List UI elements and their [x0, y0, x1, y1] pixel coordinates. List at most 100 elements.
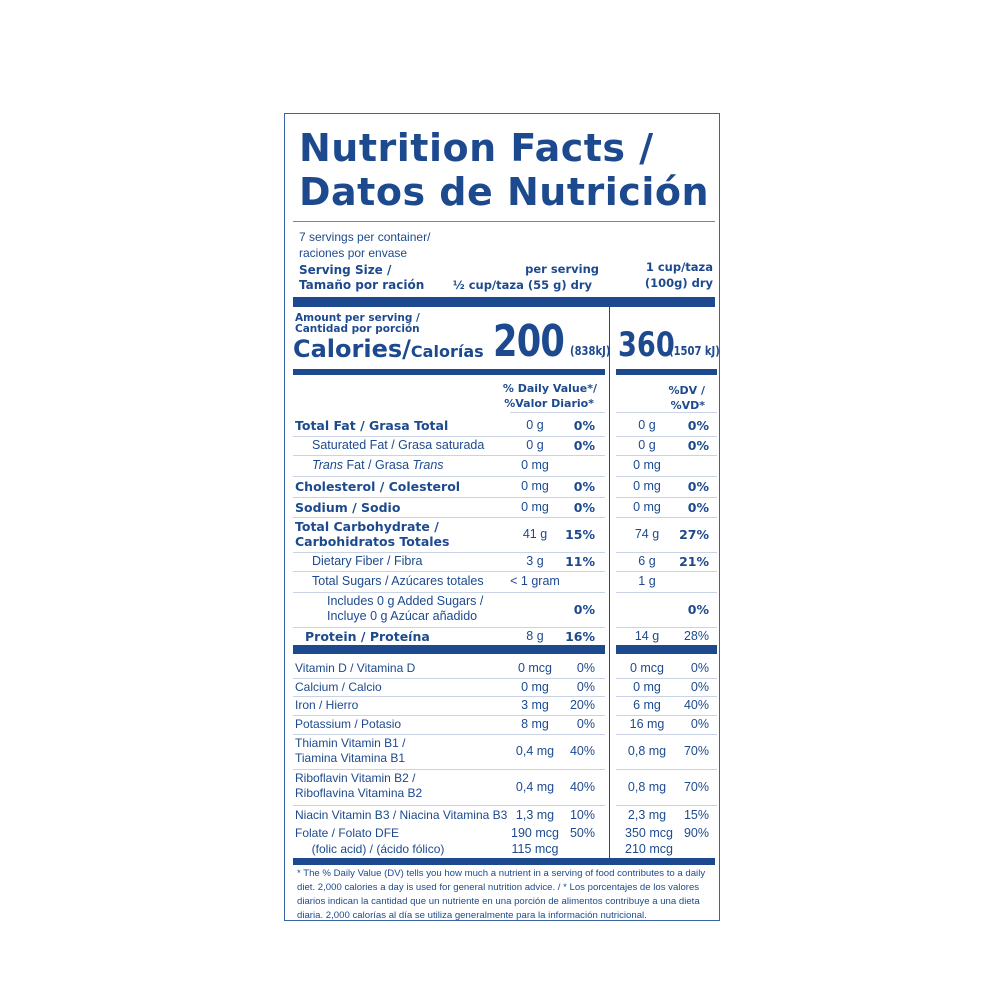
nutrient-row: Thiamin Vitamin B1 /Tiamina Vitamina B1 0… — [285, 734, 719, 770]
row-divider — [616, 805, 717, 806]
daily-value-percent: 0% — [576, 717, 595, 731]
amount-per-serving: 0 mcg — [517, 661, 553, 675]
nutrient-label-part: Trans — [412, 458, 444, 472]
divider — [510, 412, 605, 413]
daily-value-percent: 20% — [569, 698, 595, 712]
row-divider — [293, 627, 605, 628]
amount-per-serving: 1,3 mg — [515, 807, 555, 822]
row-divider — [616, 455, 717, 456]
daily-value-percent: 15% — [565, 527, 595, 542]
alt-serving-label: 1 cup/taza — [645, 260, 713, 274]
amount-per-cup: 14 g — [634, 628, 660, 643]
amount-per-serving: 115 mcg — [511, 841, 559, 856]
nutrient-label-part: (folic acid) / (ácido fólico) — [295, 841, 445, 856]
nutrient-label-part: Iron / Hierro — [295, 698, 359, 712]
nutrient-label-part: Carbohidratos Totales — [295, 534, 450, 549]
nutrient-row: Total Carbohydrate / Carbohidratos Totale… — [285, 517, 719, 553]
row-divider — [293, 769, 605, 770]
nutrient-row: Folate / Folato DFE 190 mcg 50% 350 mcg 90% — [285, 825, 719, 841]
row-divider — [616, 436, 717, 437]
nutrient-row: Riboflavin Vitamin B2 /Riboflavina Vitam… — [285, 769, 719, 806]
nutrient-label: Saturated Fat / Grasa saturada — [312, 438, 484, 453]
nutrient-label-part: Thiamin Vitamin B1 / — [295, 736, 406, 750]
nutrient-label-part: Folate / Folato DFE — [295, 825, 400, 840]
row-divider — [616, 627, 717, 628]
calories-row: Calories/Calorías — [293, 335, 484, 363]
daily-value-percent: 0% — [573, 499, 595, 515]
calories-value: 200 — [493, 316, 565, 367]
divider — [616, 369, 717, 375]
nutrient-label-part: Saturated Fat / Grasa saturada — [312, 438, 485, 452]
servings-en: 7 servings per container/ — [299, 230, 431, 244]
amount-per-cup: 0 mcg — [629, 661, 665, 675]
serving-size-es: Tamaño por ración — [299, 278, 425, 292]
nutrient-row: Total Fat / Grasa Total 0 g 0% 0 g 0% — [285, 414, 719, 437]
calories-kj: (838kJ) — [570, 343, 611, 358]
nutrient-label-part: Trans — [312, 458, 344, 472]
row-divider — [293, 734, 605, 735]
amount-per-cup: 16 mg — [629, 717, 665, 731]
dv-alt-header-en: %DV / — [668, 384, 705, 397]
amount-per-serving-es: Cantidad por porción — [295, 323, 420, 335]
nutrient-label-part: Includes 0 g Added Sugars / — [327, 594, 484, 608]
row-divider — [293, 805, 605, 806]
amount-per-serving: 0 mg — [521, 479, 549, 493]
amount-per-serving: 0 mg — [521, 679, 549, 694]
nutrient-label-part: Total Carbohydrate / — [295, 519, 439, 534]
row-divider — [616, 734, 717, 735]
amount-per-cup: 2,3 mg — [627, 807, 667, 822]
daily-value-percent: 0% — [576, 661, 595, 675]
nutrient-label-part: Vitamin D / Vitamina D — [295, 661, 416, 675]
daily-value-percent-cup: 70% — [683, 744, 709, 758]
daily-value-percent-cup: 0% — [687, 602, 709, 617]
nutrient-label: Dietary Fiber / Fibra — [312, 554, 422, 569]
serving-size-en: Serving Size / — [299, 263, 392, 277]
amount-per-serving: 8 g — [526, 628, 544, 643]
nutrient-row: Calcium / Calcio 0 mg 0% 0 mg 0% — [285, 678, 719, 697]
row-divider — [616, 696, 717, 697]
amount-per-cup: 6 mg — [633, 698, 661, 712]
nutrient-row: Saturated Fat / Grasa saturada 0 g 0% 0 g 0% — [285, 436, 719, 456]
amount-per-cup: 1 g — [638, 574, 656, 588]
dv-header-es: %Valor Diario* — [504, 397, 594, 410]
daily-value-percent-cup: 0% — [687, 438, 709, 453]
amount-per-serving: 3 mg — [521, 698, 549, 712]
thick-divider — [293, 645, 605, 654]
nutrient-label-part: Sodium / Sodio — [295, 499, 401, 515]
row-divider — [616, 552, 717, 553]
nutrient-label: Thiamin Vitamin B1 /Tiamina Vitamina B1 — [295, 736, 406, 766]
divider — [616, 412, 717, 413]
daily-value-percent-cup: 70% — [683, 779, 709, 794]
daily-value-percent-cup: 0% — [687, 417, 709, 433]
row-divider — [616, 517, 717, 518]
daily-value-percent-cup: 0% — [690, 679, 709, 694]
amount-per-cup: 0 mg — [633, 458, 661, 472]
nutrient-row: Niacin Vitamin B3 / Niacina Vitamina B3 1… — [285, 805, 719, 825]
daily-value-percent-cup: 0% — [690, 717, 709, 731]
thick-divider — [293, 858, 715, 865]
amount-per-cup: 0,8 mg — [627, 779, 667, 794]
title-en: Nutrition Facts / — [299, 126, 654, 170]
amount-per-cup: 0 mg — [633, 499, 661, 514]
nutrient-row: Vitamin D / Vitamina D 0 mcg 0% 0 mcg 0% — [285, 659, 719, 679]
nutrient-label-part: Tiamina Vitamina B1 — [295, 751, 406, 765]
nutrient-label: Total Fat / Grasa Total — [295, 418, 448, 433]
amount-per-serving: 0 mg — [521, 499, 549, 514]
nutrition-facts-label: Nutrition Facts / Datos de Nutrición 7 s… — [284, 113, 720, 921]
nutrient-row: Cholesterol / Colesterol 0 mg 0% 0 mg 0% — [285, 476, 719, 498]
daily-value-percent: 0% — [573, 438, 595, 453]
nutrient-label: Vitamin D / Vitamina D — [295, 661, 415, 676]
row-divider — [293, 592, 605, 593]
nutrient-label: Includes 0 g Added Sugars / Incluye 0 g A… — [327, 594, 483, 624]
dv-alt-header-es: %VD* — [670, 399, 705, 412]
daily-value-percent: 0% — [573, 602, 595, 617]
nutrient-row: Protein / Proteína 8 g 16% 14 g 28% — [285, 627, 719, 645]
nutrient-label: Cholesterol / Colesterol — [295, 479, 460, 494]
daily-value-percent-cup: 21% — [679, 554, 709, 569]
nutrient-row: Iron / Hierro 3 mg 20% 6 mg 40% — [285, 696, 719, 716]
daily-value-percent: 16% — [565, 628, 595, 644]
daily-value-percent: 0% — [573, 417, 595, 433]
amount-per-serving: 8 mg — [521, 717, 549, 731]
nutrient-label: Iron / Hierro — [295, 698, 358, 713]
daily-value-percent-cup: 0% — [687, 479, 709, 494]
